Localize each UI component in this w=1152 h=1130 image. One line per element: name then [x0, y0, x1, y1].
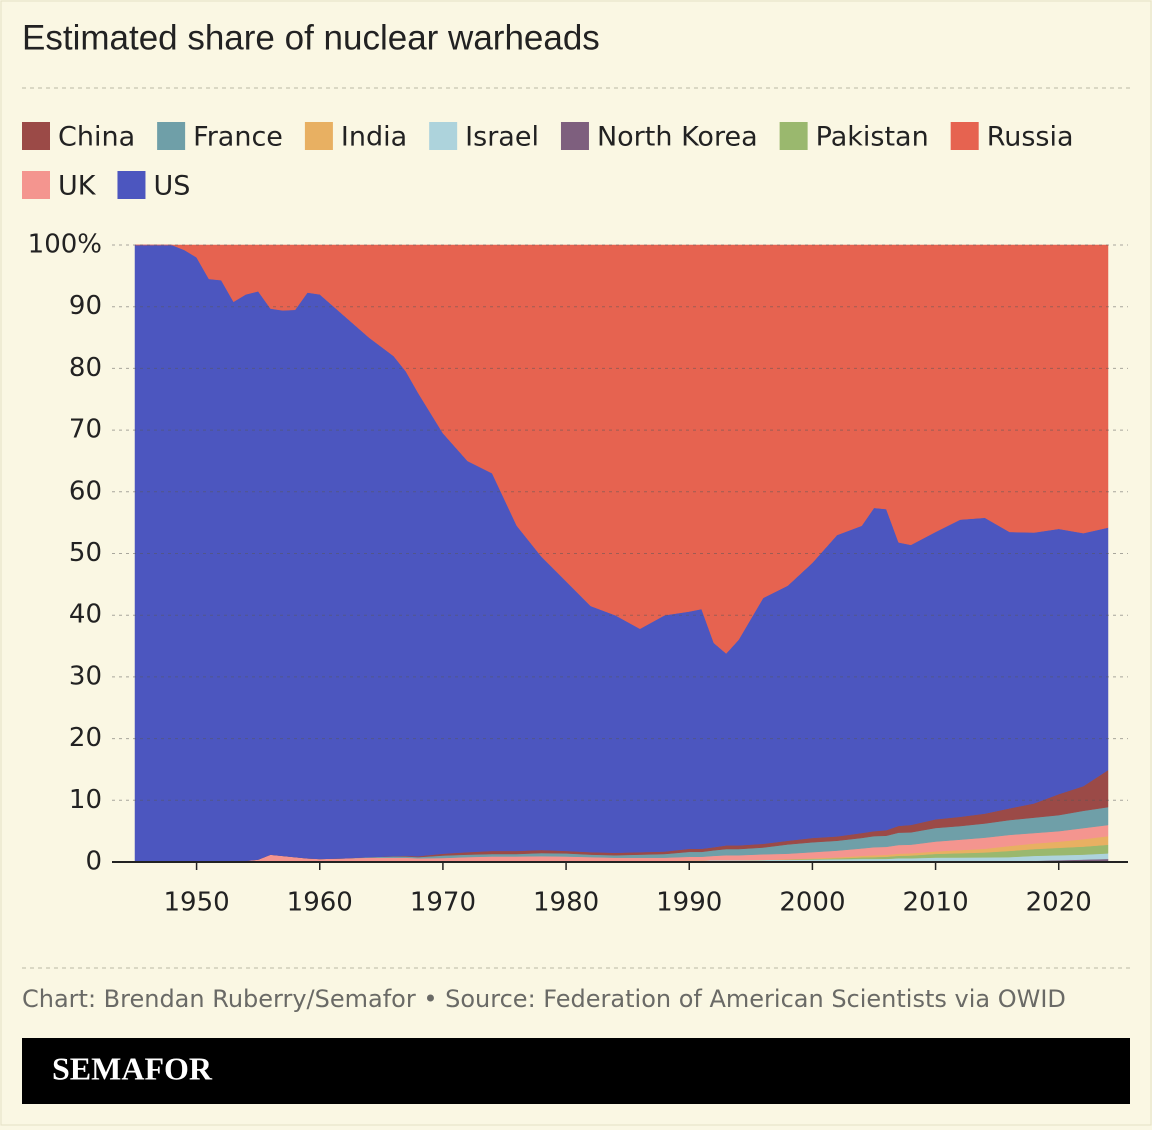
legend-item: India	[304, 122, 407, 153]
legend-label: North Korea	[597, 122, 758, 153]
legend-item: US	[117, 171, 190, 202]
legend-label: US	[153, 171, 190, 202]
x-tick-label: 2010	[902, 888, 968, 918]
y-tick-label: 100%	[28, 230, 102, 260]
brand-bar	[22, 1038, 1130, 1104]
x-tick-label: 2020	[1026, 888, 1092, 918]
legend-label: UK	[58, 171, 97, 202]
x-tick-label: 1960	[287, 888, 353, 918]
brand: SEMAFOR	[52, 1050, 213, 1086]
y-tick-label: 80	[69, 353, 102, 383]
x-tick-label: 1990	[656, 888, 722, 918]
x-tick-label: 1970	[410, 888, 476, 918]
legend-label: India	[341, 122, 407, 153]
legend-swatch	[560, 122, 589, 150]
y-tick-label: 0	[85, 847, 102, 877]
chart-title: Estimated share of nuclear warheads	[22, 18, 600, 57]
legend-label: Russia	[987, 122, 1074, 153]
legend: China France India Israel North Korea Pakista…	[22, 122, 1074, 202]
legend-swatch	[429, 122, 458, 150]
legend-label: Israel	[465, 122, 539, 153]
source: Chart: Brendan Ruberry/Semafor • Source:…	[22, 985, 1066, 1013]
y-tick-label: 20	[69, 723, 102, 753]
x-tick-label: 2000	[779, 888, 845, 918]
y-tick-label: 60	[69, 476, 102, 506]
y-tick-label: 10	[69, 785, 102, 815]
plot: 0 10 20 30 40 50 60 70 80 90 100% 1950 1960 1970 1980 1…	[28, 230, 1128, 918]
x-tick-label: 1950	[163, 888, 229, 918]
legend-item: Russia	[950, 122, 1074, 153]
legend-label: Pakistan	[816, 122, 929, 153]
legend-swatch	[117, 171, 146, 199]
y-tick-label: 90	[69, 291, 102, 321]
legend-item: Israel	[429, 122, 539, 153]
legend-swatch	[22, 122, 50, 150]
legend-swatch	[950, 122, 979, 150]
legend-item: Pakistan	[779, 122, 929, 153]
legend-swatch	[157, 122, 186, 150]
legend-label: France	[193, 122, 283, 153]
legend-item: China	[22, 122, 135, 153]
area	[135, 244, 1109, 654]
legend-item: UK	[22, 171, 97, 202]
y-tick-label: 30	[69, 661, 102, 691]
y-tick-label: 70	[69, 415, 102, 445]
y-tick-label: 50	[69, 538, 102, 568]
legend-item: North Korea	[560, 122, 758, 153]
y-tick-label: 40	[69, 600, 102, 630]
legend-label: China	[58, 122, 135, 153]
legend-swatch	[779, 122, 808, 150]
x-tick-label: 1980	[533, 888, 599, 918]
legend-item: France	[157, 122, 283, 153]
legend-swatch	[304, 122, 333, 150]
legend-swatch	[22, 171, 50, 199]
